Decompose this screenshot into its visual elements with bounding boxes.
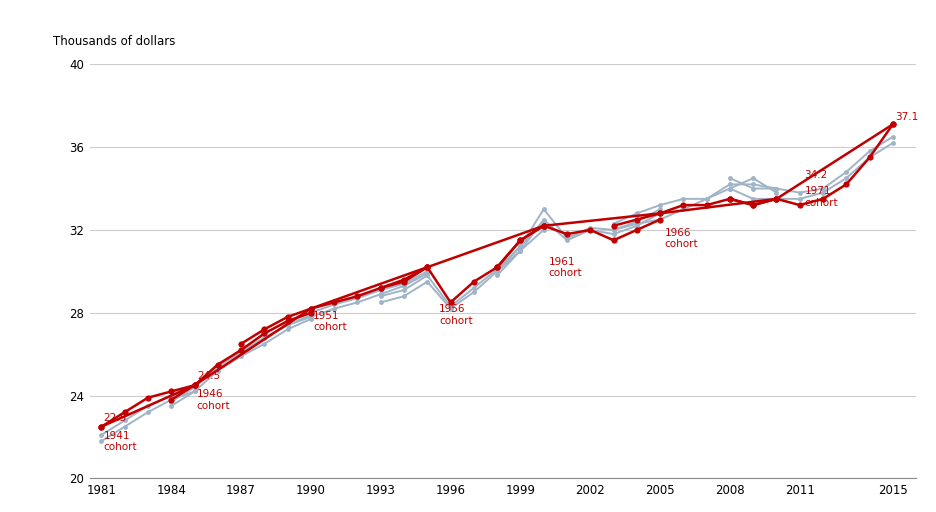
Text: Thousands of dollars: Thousands of dollars [52, 35, 175, 48]
Text: 37.1: 37.1 [895, 112, 918, 122]
Text: 1956
cohort: 1956 cohort [439, 305, 473, 326]
Text: 1951
cohort: 1951 cohort [314, 311, 347, 332]
Text: 24.5: 24.5 [197, 371, 220, 381]
Text: 1966
cohort: 1966 cohort [665, 228, 698, 249]
Text: 1961
cohort: 1961 cohort [548, 257, 582, 279]
Text: 1941
cohort: 1941 cohort [104, 431, 138, 453]
Text: 34.2: 34.2 [804, 170, 827, 180]
Text: 1946
cohort: 1946 cohort [197, 390, 230, 411]
Text: 22.5: 22.5 [104, 413, 127, 422]
Text: 1971
cohort: 1971 cohort [804, 186, 838, 208]
